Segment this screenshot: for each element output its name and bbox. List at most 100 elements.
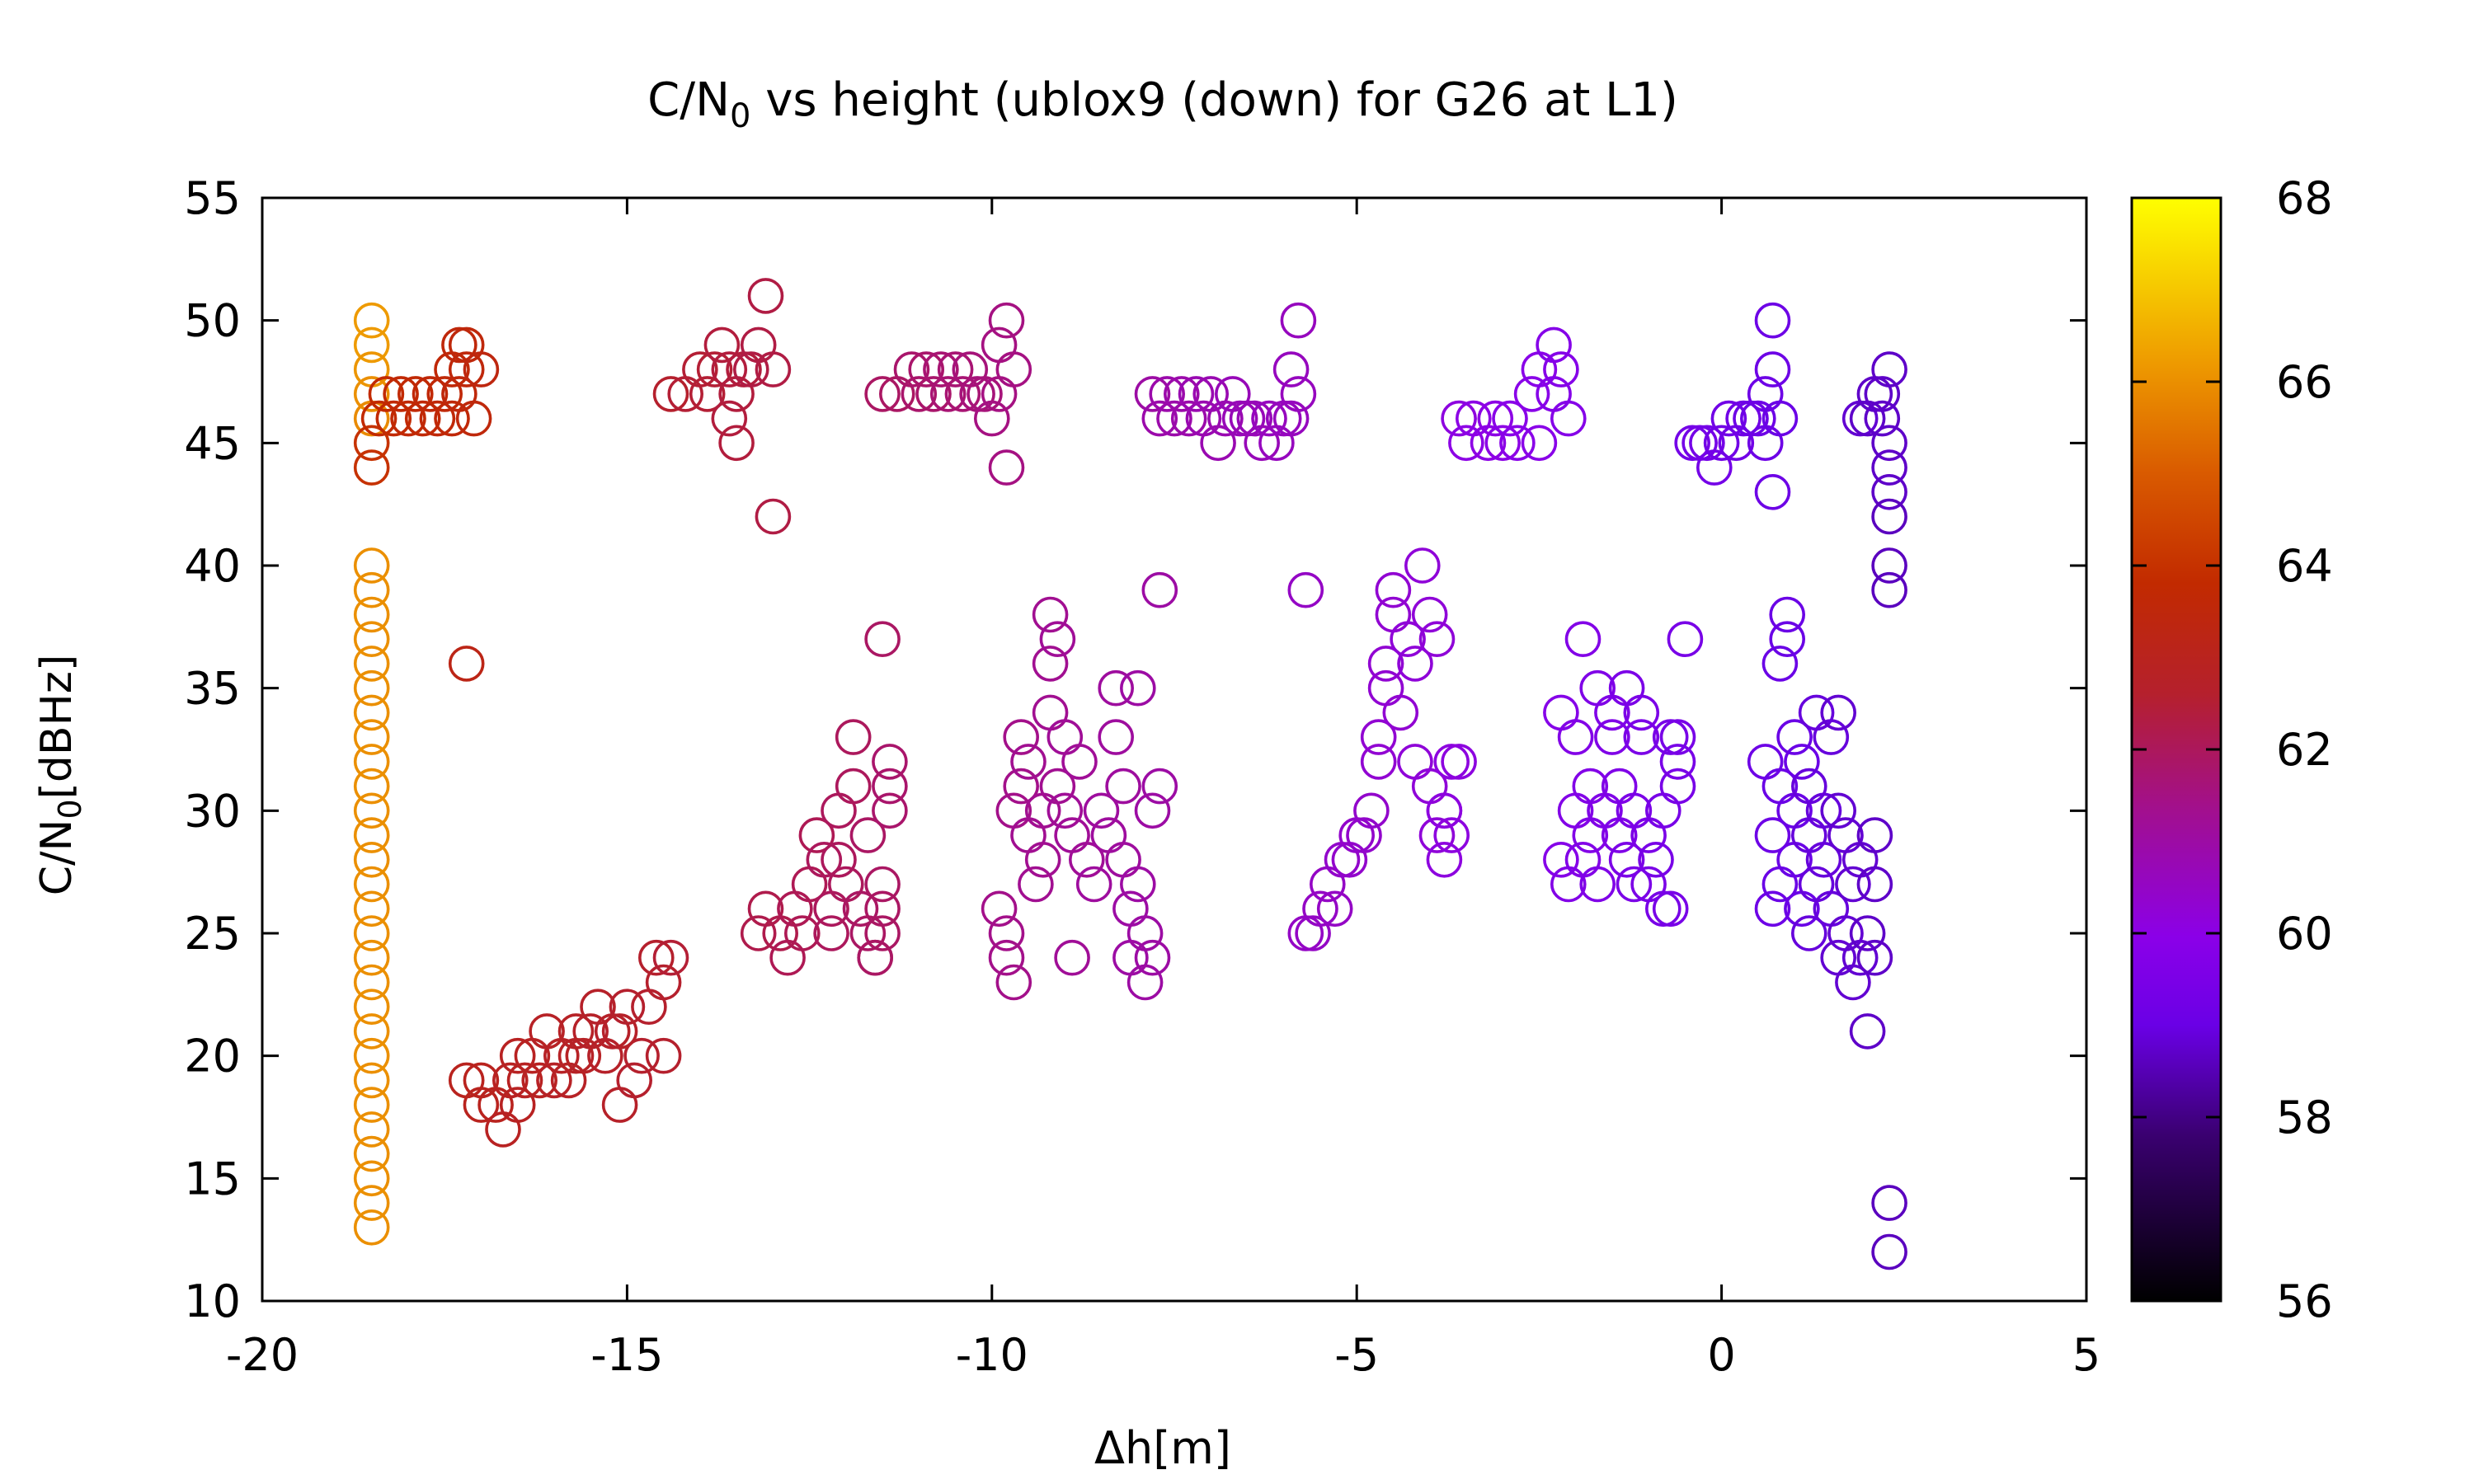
data-point xyxy=(353,768,390,805)
data-point xyxy=(353,326,390,364)
y-tick-label: 25 xyxy=(184,908,241,960)
data-point xyxy=(1221,400,1258,437)
data-point xyxy=(1404,547,1441,584)
data-point xyxy=(353,1037,390,1074)
data-point xyxy=(1105,842,1141,878)
data-point xyxy=(769,939,806,976)
data-point xyxy=(1674,425,1710,462)
data-point xyxy=(1039,768,1076,805)
data-point xyxy=(390,400,426,437)
data-point xyxy=(1367,646,1404,682)
data-point xyxy=(1295,915,1331,951)
data-point xyxy=(1820,694,1856,731)
data-point xyxy=(353,571,390,608)
data-point xyxy=(1667,621,1704,658)
data-point xyxy=(609,989,646,1025)
data-point xyxy=(557,1037,595,1074)
data-point xyxy=(1747,744,1784,780)
y-axis-label-rest: [dBHz] xyxy=(32,655,82,800)
data-point xyxy=(1638,842,1674,878)
data-point xyxy=(988,449,1025,486)
data-point xyxy=(689,376,726,412)
data-point xyxy=(1397,744,1433,780)
data-point xyxy=(1871,351,1907,387)
data-point xyxy=(1441,744,1477,780)
data-point xyxy=(1426,842,1463,878)
data-point xyxy=(1098,719,1134,755)
data-point xyxy=(1798,866,1835,903)
data-point xyxy=(1871,1185,1907,1221)
data-point xyxy=(1090,817,1127,853)
data-point xyxy=(1841,842,1879,878)
data-point xyxy=(740,915,777,951)
data-point xyxy=(412,376,449,412)
data-point xyxy=(872,792,908,829)
data-point xyxy=(682,351,718,387)
data-point xyxy=(1725,400,1761,437)
data-point xyxy=(353,694,390,731)
axes: -20 -15 -10 -5 0 5 10 15 20 25 30 35 40 45 50 55 xyxy=(184,172,2100,1381)
data-point xyxy=(937,351,974,387)
data-point xyxy=(1024,842,1061,878)
data-point xyxy=(828,866,864,903)
data-point xyxy=(1112,890,1149,928)
data-point xyxy=(893,351,930,387)
data-point xyxy=(1871,473,1907,510)
data-point xyxy=(645,964,682,1001)
data-point xyxy=(872,768,908,805)
data-point xyxy=(1813,719,1850,755)
data-point xyxy=(353,302,390,339)
data-point xyxy=(849,915,887,951)
data-point xyxy=(995,964,1032,1001)
y-axis-label-main: C/N xyxy=(32,819,82,896)
data-point xyxy=(1754,817,1791,853)
data-points xyxy=(353,278,1907,1270)
data-point xyxy=(353,621,390,658)
chart-title-rest: vs height (ublox9 (down) for G26 at L1) xyxy=(750,73,1677,127)
data-point xyxy=(1178,376,1215,412)
data-point xyxy=(521,1062,558,1099)
data-point xyxy=(696,351,733,387)
data-point xyxy=(1710,400,1747,437)
data-point xyxy=(1820,792,1856,829)
data-point xyxy=(631,989,667,1025)
data-point xyxy=(806,842,843,878)
data-point xyxy=(1331,842,1368,878)
data-point xyxy=(1390,621,1426,658)
data-point xyxy=(448,1062,485,1099)
data-point xyxy=(1083,792,1120,829)
data-point xyxy=(1557,719,1594,755)
data-point xyxy=(1754,890,1791,928)
data-point xyxy=(1849,915,1886,951)
data-point xyxy=(536,1062,572,1099)
chart-title: C/N0 vs height (ublox9 (down) for G26 at… xyxy=(647,73,1678,135)
data-point xyxy=(1747,376,1784,412)
data-point xyxy=(857,939,893,976)
data-point xyxy=(1492,400,1528,437)
data-point xyxy=(1272,351,1310,387)
plot-frame xyxy=(261,196,2088,1303)
data-point xyxy=(835,768,872,805)
data-point xyxy=(492,1062,529,1099)
data-point xyxy=(923,351,959,387)
data-point xyxy=(1236,400,1273,437)
data-point xyxy=(1069,842,1105,878)
data-point xyxy=(821,842,857,878)
data-point xyxy=(1564,621,1602,658)
y-tick-label: 45 xyxy=(184,417,241,469)
data-point xyxy=(1003,768,1039,805)
data-point xyxy=(1054,817,1090,853)
data-point xyxy=(419,400,456,437)
data-point xyxy=(434,400,470,437)
data-point xyxy=(353,449,390,486)
data-point xyxy=(1287,571,1324,608)
data-point xyxy=(601,1013,638,1050)
data-point xyxy=(463,351,500,387)
data-point xyxy=(1287,915,1324,951)
data-point xyxy=(485,1111,521,1148)
data-point xyxy=(1543,351,1579,387)
data-point xyxy=(1134,939,1171,976)
data-point xyxy=(645,1037,682,1074)
data-point xyxy=(1645,890,1681,928)
